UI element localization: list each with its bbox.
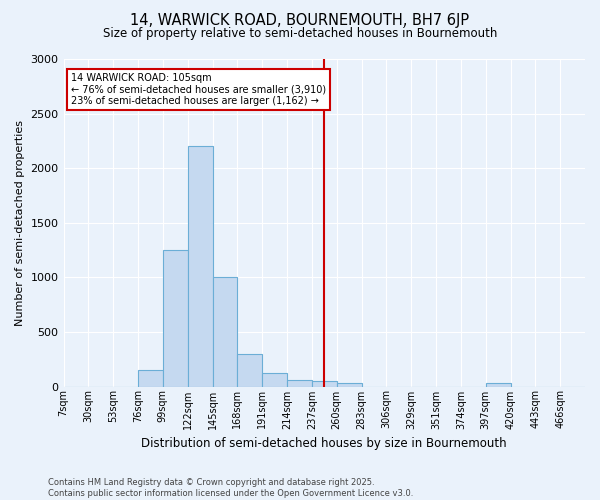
Bar [138, 370, 163, 386]
Text: Size of property relative to semi-detached houses in Bournemouth: Size of property relative to semi-detach… [103, 28, 497, 40]
Bar [238, 354, 262, 386]
Bar [287, 380, 312, 386]
X-axis label: Distribution of semi-detached houses by size in Bournemouth: Distribution of semi-detached houses by … [142, 437, 507, 450]
Bar [337, 383, 362, 386]
Text: Contains HM Land Registry data © Crown copyright and database right 2025.
Contai: Contains HM Land Registry data © Crown c… [48, 478, 413, 498]
Text: 14, WARWICK ROAD, BOURNEMOUTH, BH7 6JP: 14, WARWICK ROAD, BOURNEMOUTH, BH7 6JP [130, 12, 470, 28]
Bar [212, 278, 238, 386]
Y-axis label: Number of semi-detached properties: Number of semi-detached properties [15, 120, 25, 326]
Bar [188, 146, 212, 386]
Bar [262, 374, 287, 386]
Bar [163, 250, 188, 386]
Bar [312, 381, 337, 386]
Bar [485, 383, 511, 386]
Text: 14 WARWICK ROAD: 105sqm
← 76% of semi-detached houses are smaller (3,910)
23% of: 14 WARWICK ROAD: 105sqm ← 76% of semi-de… [71, 73, 326, 106]
